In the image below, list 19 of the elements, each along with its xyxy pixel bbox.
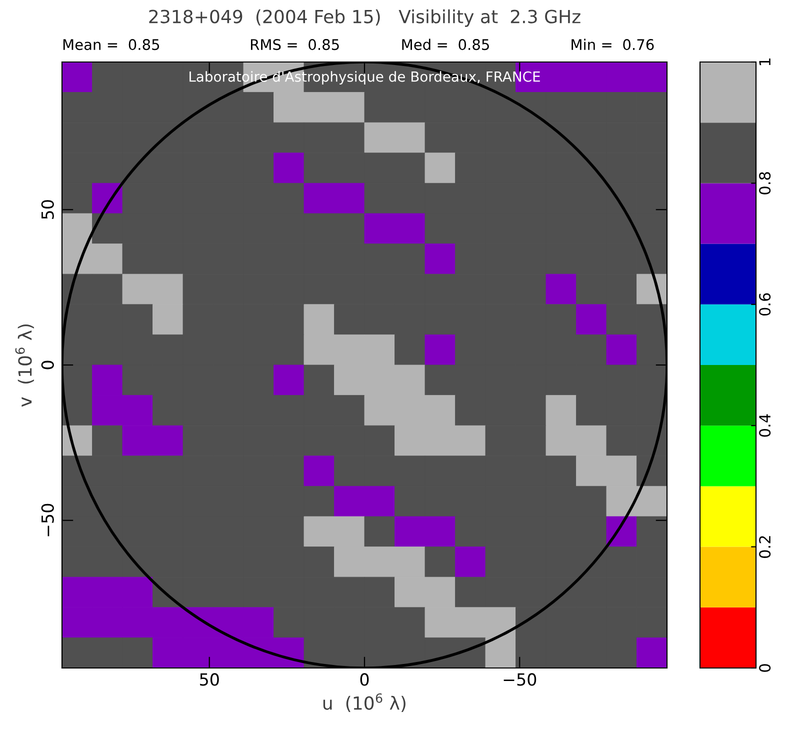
text: Min = 0.76 bbox=[572, 38, 654, 50]
x-tick-label: 50 bbox=[200, 673, 219, 686]
x-tick-label: −50 bbox=[504, 673, 536, 686]
y-tick-label: 0 bbox=[41, 360, 54, 370]
y-tick-label: 50 bbox=[41, 200, 54, 219]
color-bar-label: 0.2 bbox=[759, 536, 771, 558]
x-axis-title: u (10$^{6}$ λ) bbox=[323, 693, 406, 712]
text: RMS = 0.85 bbox=[250, 39, 339, 50]
text: Mean = 0.85 bbox=[63, 39, 160, 50]
color-bar-label: 0.8 bbox=[759, 172, 771, 194]
color-bar-label: 0 bbox=[759, 664, 771, 672]
color-bar-label: 1 bbox=[759, 58, 770, 66]
y-tick-label: −50 bbox=[41, 504, 54, 536]
chart-title: 2318+049 (2004 Feb 15) Visibility at 2.3 GHz bbox=[149, 9, 580, 27]
y-axis-title: v (10$^{6}$ λ) bbox=[15, 324, 34, 407]
x-tick-label: 0 bbox=[360, 673, 369, 686]
color-bar-label: 0.6 bbox=[759, 293, 771, 316]
color-bar-label: 0.4 bbox=[759, 414, 771, 437]
text: Med = 0.85 bbox=[402, 38, 489, 50]
